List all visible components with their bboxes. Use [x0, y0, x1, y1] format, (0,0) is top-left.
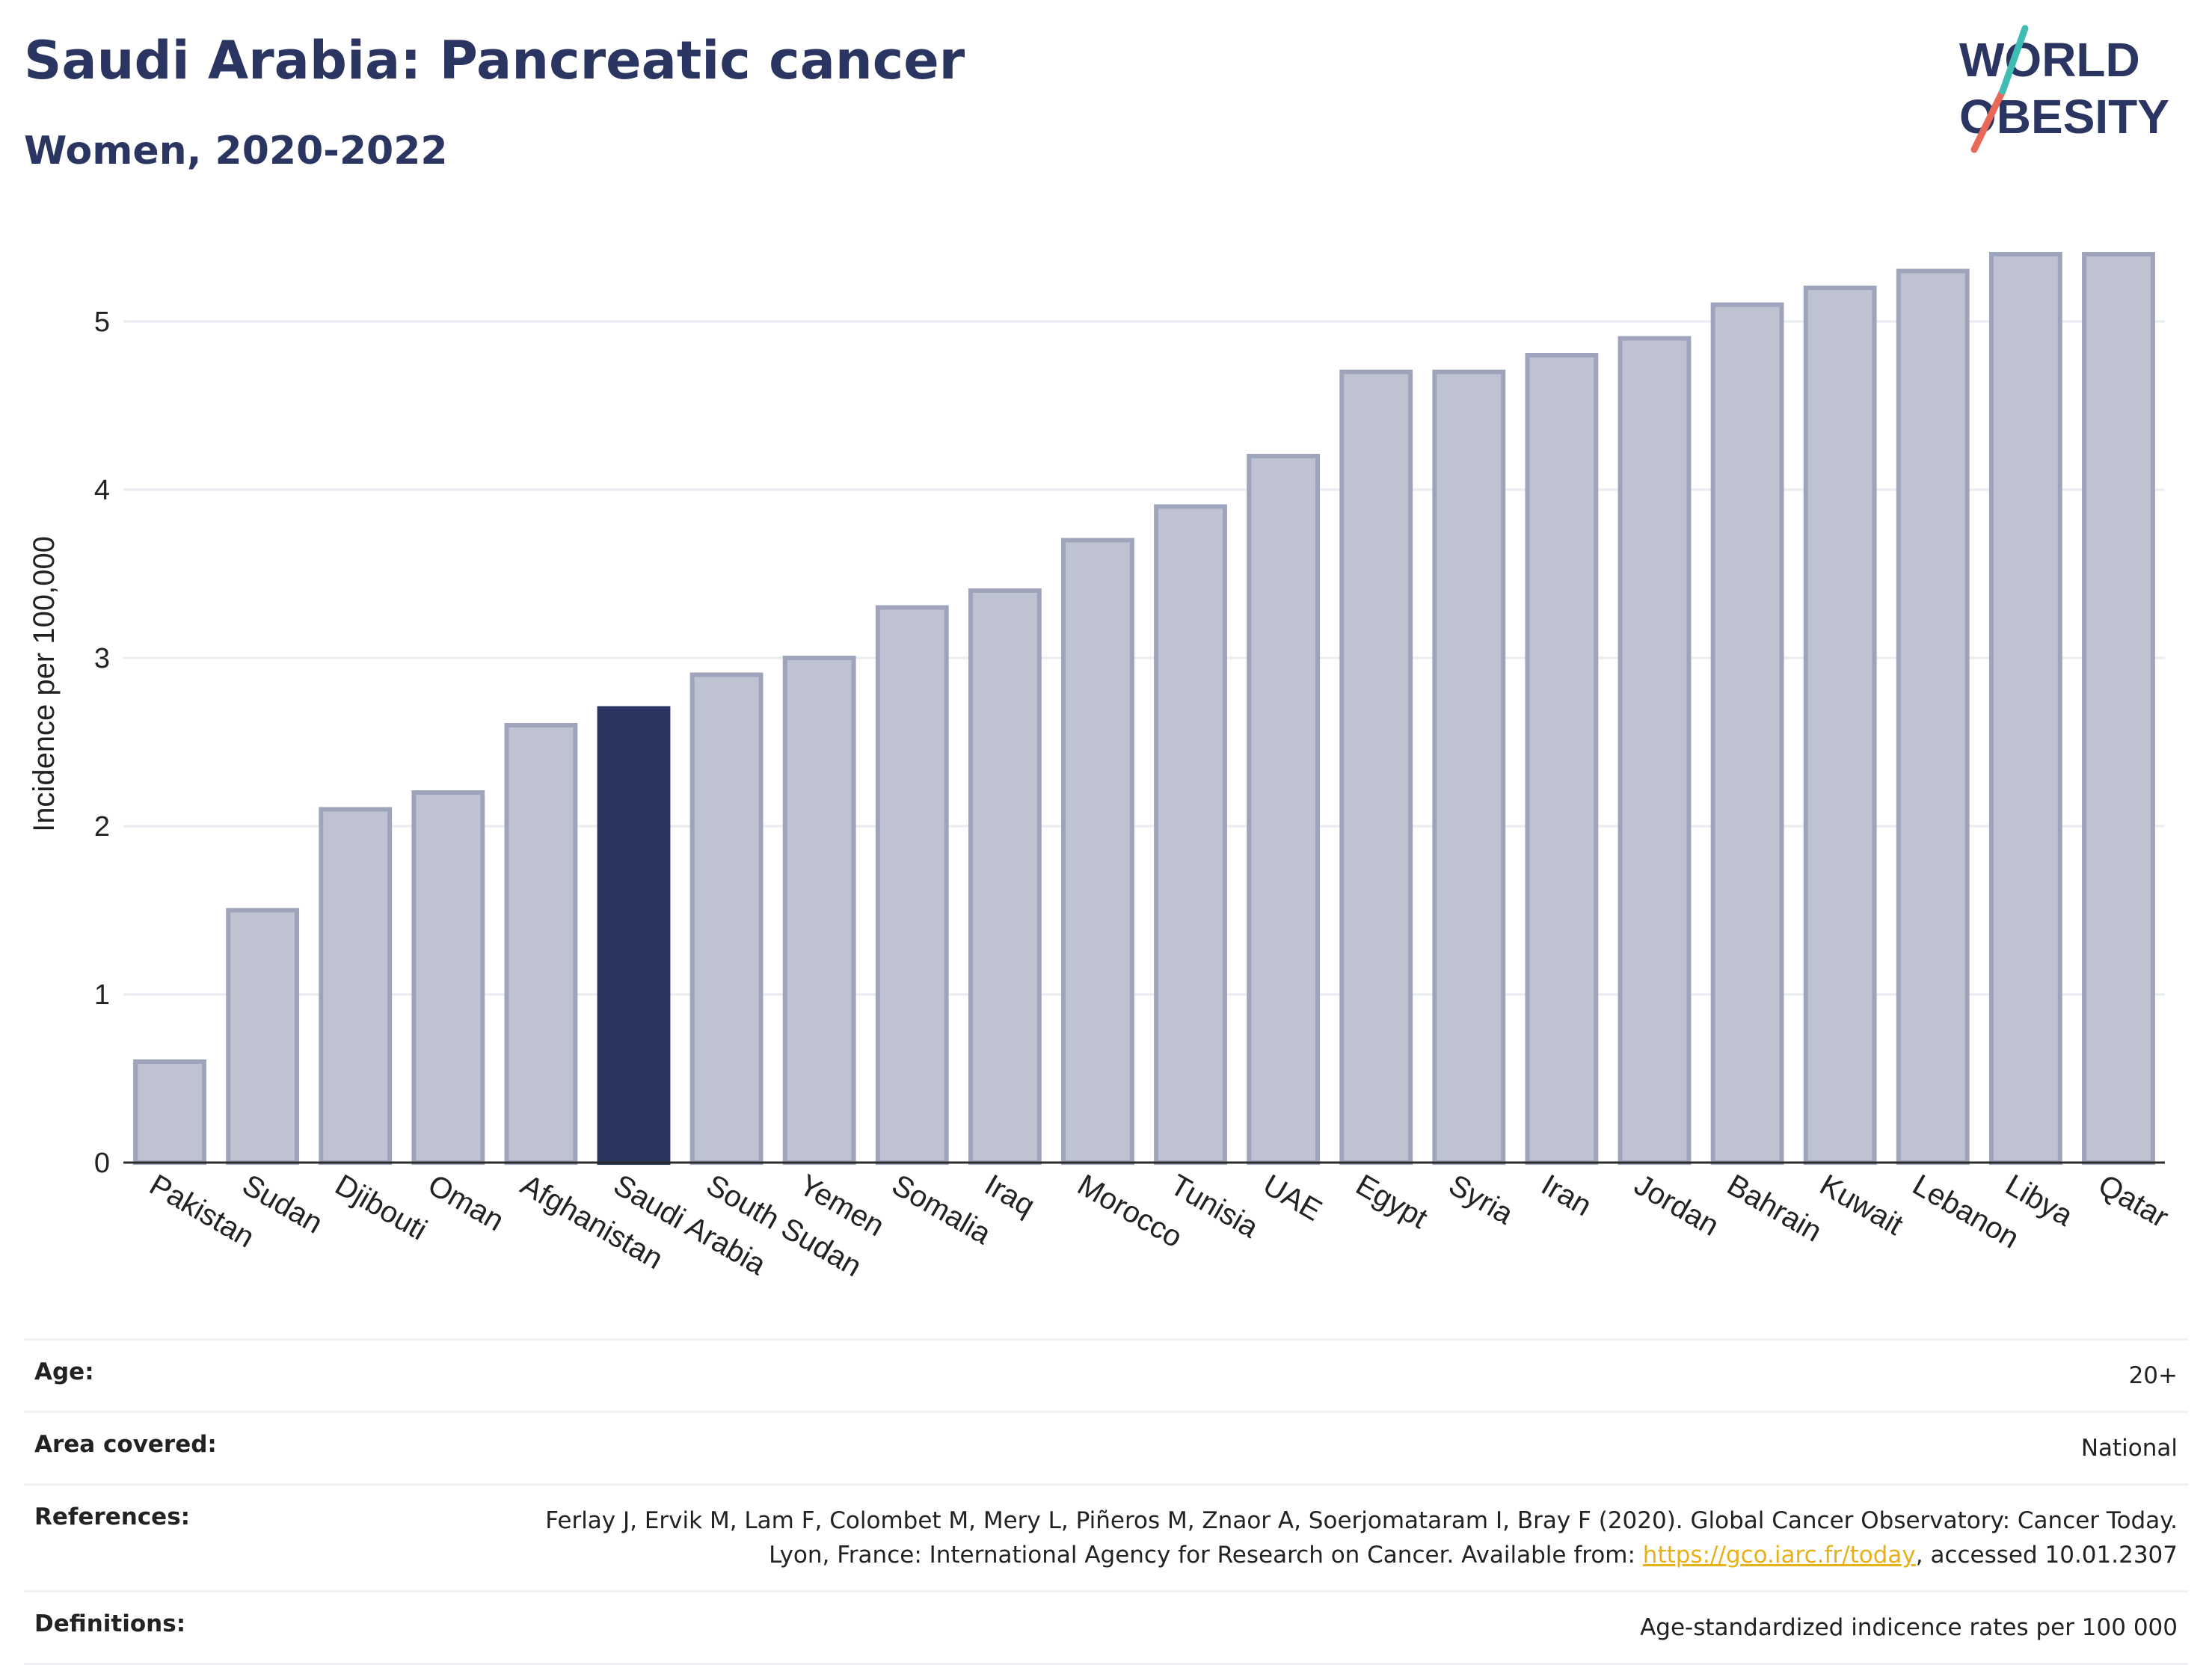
- info-row-area: Area covered: National: [24, 1411, 2188, 1483]
- x-tick-label: Jordan: [1629, 1169, 1724, 1243]
- bar-tunisia: [1154, 504, 1227, 1165]
- x-tick-label: Oman: [423, 1169, 509, 1238]
- area-label: Area covered:: [34, 1431, 217, 1458]
- info-row-references: References: Ferlay J, Ervik M, Lam F, Co…: [24, 1483, 2188, 1590]
- age-label: Age:: [34, 1358, 94, 1385]
- y-tick-label: 5: [94, 307, 110, 338]
- age-value: 20+: [2128, 1362, 2178, 1389]
- bar-pakistan: [133, 1059, 206, 1165]
- area-value: National: [2080, 1435, 2178, 1462]
- x-tick-label: Iran: [1536, 1169, 1597, 1223]
- bar-lebanon: [1896, 268, 1970, 1165]
- y-tick-label: 4: [94, 475, 110, 506]
- info-row-age: Age: 20+: [24, 1338, 2188, 1411]
- bar-saudi-arabia: [597, 706, 671, 1165]
- bar-yemen: [782, 656, 856, 1165]
- bar-sudan: [226, 908, 300, 1165]
- bar-iraq: [968, 588, 1042, 1165]
- x-tick-label: Qatar: [2092, 1169, 2174, 1234]
- x-tick-label: Pakistan: [144, 1169, 260, 1255]
- bar-kuwait: [1803, 286, 1877, 1165]
- bar-somalia: [875, 605, 949, 1165]
- references-tail: , accessed 10.01.2307: [1915, 1542, 2178, 1569]
- y-tick-label: 1: [94, 979, 110, 1011]
- x-tick-label: Kuwait: [1814, 1169, 1908, 1242]
- definitions-label: Definitions:: [34, 1610, 186, 1637]
- bar-syria: [1432, 369, 1506, 1165]
- bar-qatar: [2082, 252, 2155, 1165]
- bar-libya: [1988, 252, 2062, 1165]
- y-tick-label: 2: [94, 811, 110, 843]
- x-tick-label: Syria: [1443, 1169, 1520, 1231]
- x-tick-label: Somalia: [886, 1169, 997, 1252]
- world-obesity-logo: WORLD OBESITY: [1959, 25, 2169, 153]
- y-tick-label: 0: [94, 1148, 110, 1179]
- references-text: Ferlay J, Ervik M, Lam F, Colombet M, Me…: [545, 1507, 2178, 1569]
- bar-bahrain: [1710, 302, 1784, 1165]
- chart-subtitle: Women, 2020-2022: [24, 129, 448, 173]
- y-tick-label: 3: [94, 643, 110, 674]
- references-label: References:: [34, 1504, 191, 1530]
- x-tick-label: Lebanon: [1907, 1169, 2024, 1255]
- bar-jordan: [1617, 336, 1692, 1165]
- bar-djibouti: [319, 807, 393, 1165]
- bar-oman: [411, 790, 485, 1165]
- references-value: Ferlay J, Ervik M, Lam F, Colombet M, Me…: [532, 1504, 2178, 1572]
- bar-south-sudan: [689, 672, 764, 1165]
- info-row-definitions: Definitions: Age-standardized indicence …: [24, 1590, 2188, 1665]
- x-tick-label: Morocco: [1072, 1169, 1188, 1255]
- bar-iran: [1525, 353, 1599, 1165]
- logo-line1: WORLD: [1959, 33, 2140, 87]
- y-axis-label: Incidence per 100,000: [28, 536, 61, 832]
- x-tick-label: Iraq: [979, 1169, 1040, 1223]
- x-tick-label: Egypt: [1351, 1169, 1434, 1235]
- bar-uae: [1247, 454, 1321, 1165]
- definitions-value: Age-standardized indicence rates per 100…: [1640, 1614, 2178, 1641]
- bar-afghanistan: [504, 723, 578, 1165]
- references-link[interactable]: https://gco.iarc.fr/today: [1642, 1542, 1916, 1569]
- x-tick-label: Djibouti: [330, 1169, 433, 1247]
- logo-line2: OBESITY: [1959, 90, 2169, 144]
- x-tick-label: UAE: [1258, 1169, 1327, 1228]
- info-table: Age: 20+ Area covered: National Referenc…: [24, 1338, 2188, 1665]
- bar-egypt: [1339, 369, 1413, 1165]
- x-tick-label: South Sudan: [701, 1169, 867, 1284]
- chart-title: Saudi Arabia: Pancreatic cancer: [24, 30, 965, 91]
- x-tick-label: Bahrain: [1721, 1169, 1827, 1249]
- bar-morocco: [1061, 538, 1134, 1165]
